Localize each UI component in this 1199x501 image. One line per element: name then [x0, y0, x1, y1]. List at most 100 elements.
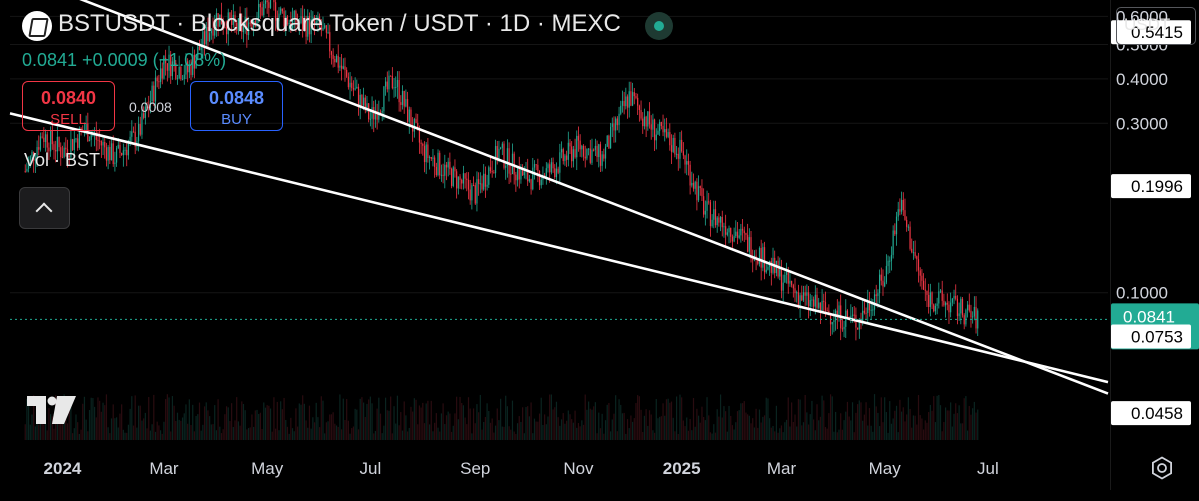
x-tick-label: 2024: [44, 459, 82, 478]
candle-body: [672, 137, 674, 152]
volume-bar: [806, 412, 808, 440]
settings-icon[interactable]: [1150, 456, 1174, 480]
buy-button[interactable]: 0.0848 BUY: [190, 81, 283, 131]
y-tick-label: 0.3000: [1116, 114, 1168, 133]
candle-body: [515, 174, 517, 181]
volume-bar: [498, 420, 500, 440]
candle-body: [922, 280, 925, 290]
candle-body: [851, 314, 854, 316]
candle-body: [403, 90, 405, 107]
volume-bar: [146, 428, 148, 440]
volume-bar: [420, 407, 422, 440]
candle-body: [329, 32, 331, 52]
volume-bar: [154, 431, 157, 440]
candle-body: [357, 86, 360, 107]
candle-body: [897, 209, 899, 217]
volume-bar: [753, 427, 756, 440]
volume-bar: [144, 412, 146, 440]
volume-bar: [635, 403, 637, 440]
candle-body: [736, 231, 739, 238]
volume-bar: [603, 433, 605, 440]
candle-body: [283, 11, 285, 27]
candle-body: [210, 29, 212, 34]
candle-body: [782, 282, 784, 291]
volume-bar: [917, 395, 920, 440]
chevron-up-icon[interactable]: [19, 187, 70, 229]
candle-body: [349, 82, 351, 88]
candle-body: [936, 303, 938, 306]
volume-bar: [457, 419, 459, 440]
candle-body: [588, 148, 590, 150]
candle-body: [383, 86, 385, 112]
candle-body: [302, 16, 304, 30]
candle-body: [278, 13, 280, 22]
volume-bar: [897, 432, 899, 440]
volume-bar: [378, 397, 380, 440]
candle-body: [843, 326, 845, 330]
volume-bar: [97, 397, 99, 440]
candle-body: [474, 185, 476, 204]
candle-body: [604, 146, 607, 159]
volume-bar: [738, 410, 740, 440]
volume-bar: [508, 426, 510, 440]
volume-bar: [566, 420, 568, 440]
volume-bar: [807, 424, 810, 440]
candle-body: [471, 185, 473, 201]
volume-bar: [826, 428, 828, 440]
symbol-title[interactable]: BSTUSDT · Blocksquare Token / USDT · 1D …: [58, 10, 621, 37]
volume-bar: [631, 421, 634, 440]
candle-body: [378, 112, 380, 120]
volume-bar: [819, 416, 821, 440]
currency-select[interactable]: USDT: [1116, 7, 1196, 45]
volume-bar: [562, 413, 564, 440]
candle-body: [968, 304, 970, 311]
candle-body: [168, 54, 170, 71]
tradingview-logo-icon: [27, 396, 76, 424]
volume-bar: [638, 396, 640, 440]
volume-bar: [28, 402, 30, 440]
volume-bar: [471, 433, 473, 440]
candle-body: [787, 271, 789, 284]
volume-bar: [530, 402, 532, 440]
status-dot-icon[interactable]: [645, 12, 673, 40]
volume-bar: [884, 397, 886, 440]
x-tick-label: May: [869, 459, 902, 478]
volume-bar: [520, 421, 522, 440]
current-price-text: 0.0841: [1123, 307, 1175, 326]
candle-body: [28, 161, 30, 169]
candle-body: [785, 271, 788, 275]
sell-button[interactable]: 0.0840 SELL: [22, 81, 115, 131]
volume-bar: [73, 428, 75, 440]
candle-body: [247, 22, 250, 36]
candle-body: [694, 181, 696, 189]
volume-bar: [933, 396, 935, 440]
volume-bar: [733, 429, 735, 440]
candle-body: [582, 145, 585, 157]
volume-bar: [802, 422, 805, 440]
volume-indicator-label[interactable]: Vol · BST: [24, 150, 101, 170]
candle-body: [280, 8, 282, 14]
candle-body: [369, 118, 371, 120]
candle-body: [917, 259, 920, 271]
candle-body: [405, 99, 407, 107]
candle-body: [190, 65, 192, 75]
candle-body: [640, 110, 642, 119]
volume-bar: [285, 419, 287, 440]
volume-bar: [430, 400, 432, 440]
volume-bar: [476, 404, 478, 440]
volume-bar: [107, 427, 109, 440]
volume-bar: [679, 394, 681, 440]
candle-body: [912, 252, 915, 254]
x-tick-label: Mar: [149, 459, 179, 478]
candle-body: [872, 309, 874, 311]
volume-bar: [828, 413, 830, 440]
volume-bar: [374, 431, 377, 440]
candle-body: [581, 145, 583, 150]
volume-bar: [71, 433, 74, 440]
candle-body: [877, 293, 879, 297]
volume-bar: [486, 403, 488, 440]
candle-body: [275, 2, 277, 21]
volume-bar: [119, 413, 121, 440]
